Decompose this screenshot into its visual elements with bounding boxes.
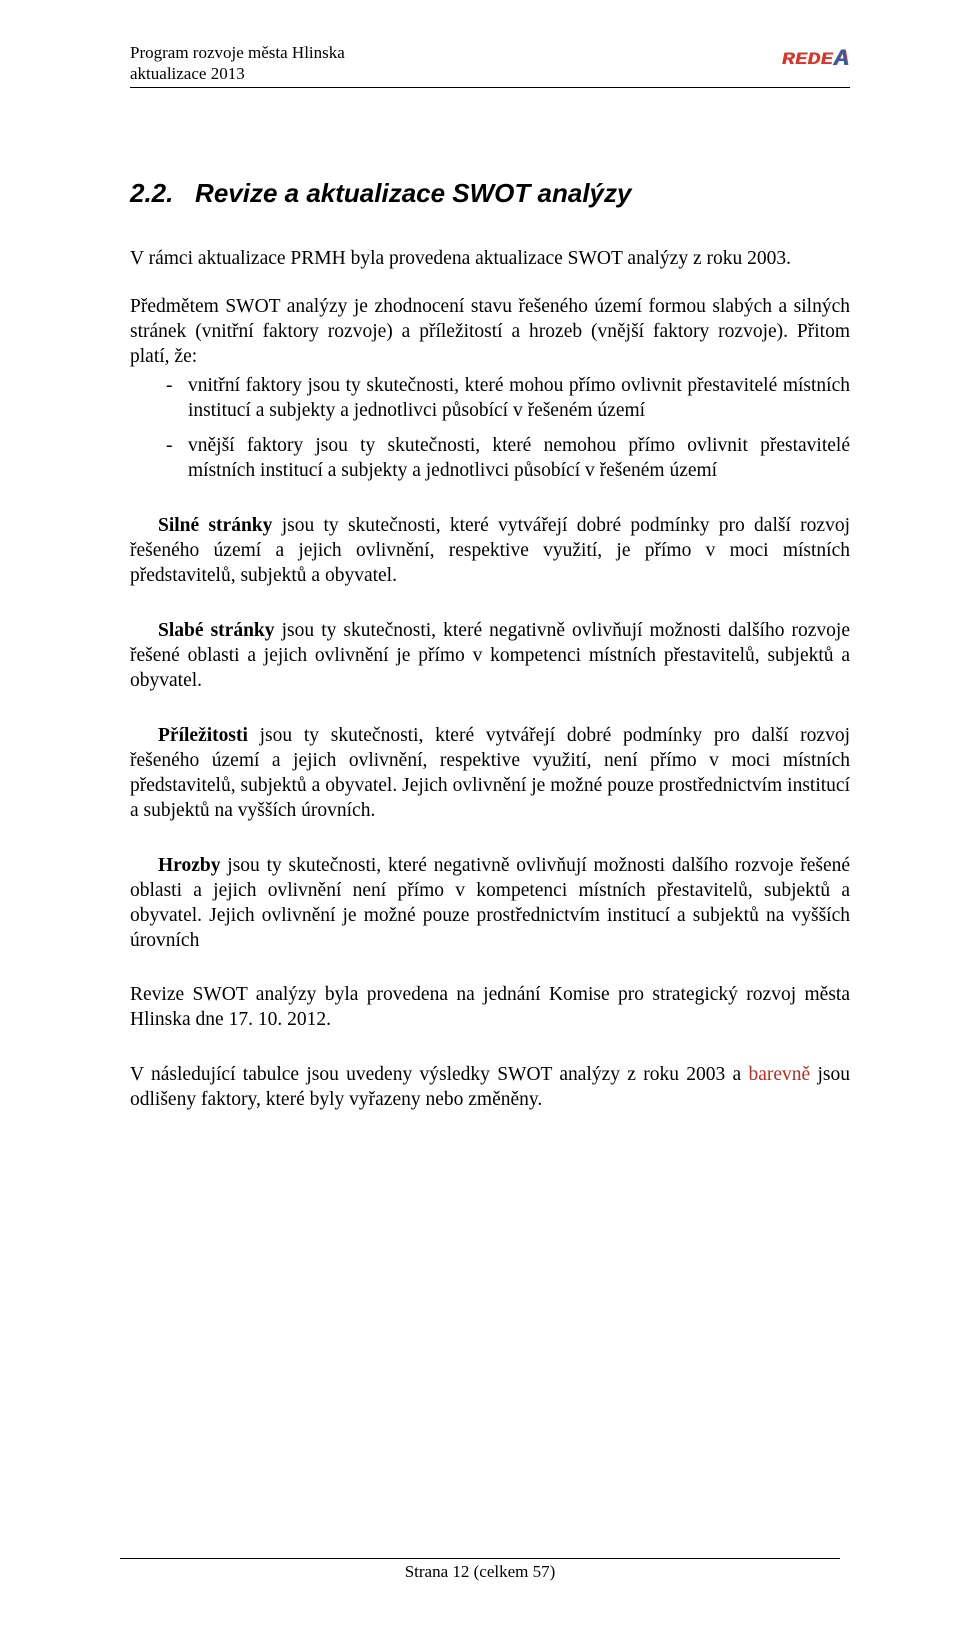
list-item: vnitřní faktory jsou ty skutečnosti, kte… [188,374,850,424]
definition-prilezitosti: Příležitosti jsou ty skutečnosti, které … [130,724,850,824]
page: Program rozvoje města Hlinska aktualizac… [0,0,960,1630]
section-heading: 2.2. Revize a aktualizace SWOT analýzy [130,178,850,209]
list-item: vnější faktory jsou ty skutečnosti, kter… [188,434,850,484]
header-right: REDEA [782,42,850,70]
page-footer: Strana 12 (celkem 57) [0,1558,960,1582]
intro-paragraph: V rámci aktualizace PRMH byla provedena … [130,247,850,272]
footer-text: Strana 12 (celkem 57) [120,1558,840,1582]
definition-silne: Silné stránky jsou ty skutečnosti, které… [130,514,850,589]
term-label: Slabé stránky [158,620,275,641]
term-text: jsou ty skutečnosti, které negativně ovl… [130,855,850,951]
predmet-paragraph: Předmětem SWOT analýzy je zhodnocení sta… [130,295,850,370]
logo-prefix: REDE [782,49,833,68]
term-label: Příležitosti [158,725,248,746]
logo: REDEA [782,49,850,68]
content: 2.2. Revize a aktualizace SWOT analýzy V… [130,88,850,1114]
header-line-1: Program rozvoje města Hlinska [130,42,345,63]
table-note-colored: barevně [748,1064,810,1085]
table-note: V následující tabulce jsou uvedeny výsle… [130,1063,850,1113]
table-note-prefix: V následující tabulce jsou uvedeny výsle… [130,1064,748,1085]
definition-hrozby: Hrozby jsou ty skutečnosti, které negati… [130,854,850,954]
page-header: Program rozvoje města Hlinska aktualizac… [130,42,850,88]
section-title: Revize a aktualizace SWOT analýzy [195,178,631,208]
header-left: Program rozvoje města Hlinska aktualizac… [130,42,345,85]
term-label: Hrozby [158,855,220,876]
header-line-2: aktualizace 2013 [130,63,345,84]
term-label: Silné stránky [158,515,272,536]
revision-note: Revize SWOT analýzy byla provedena na je… [130,983,850,1033]
section-number: 2.2. [130,178,173,208]
logo-accent: A [833,45,850,70]
factor-bullets: vnitřní faktory jsou ty skutečnosti, kte… [130,374,850,484]
definition-slabe: Slabé stránky jsou ty skutečnosti, které… [130,619,850,694]
